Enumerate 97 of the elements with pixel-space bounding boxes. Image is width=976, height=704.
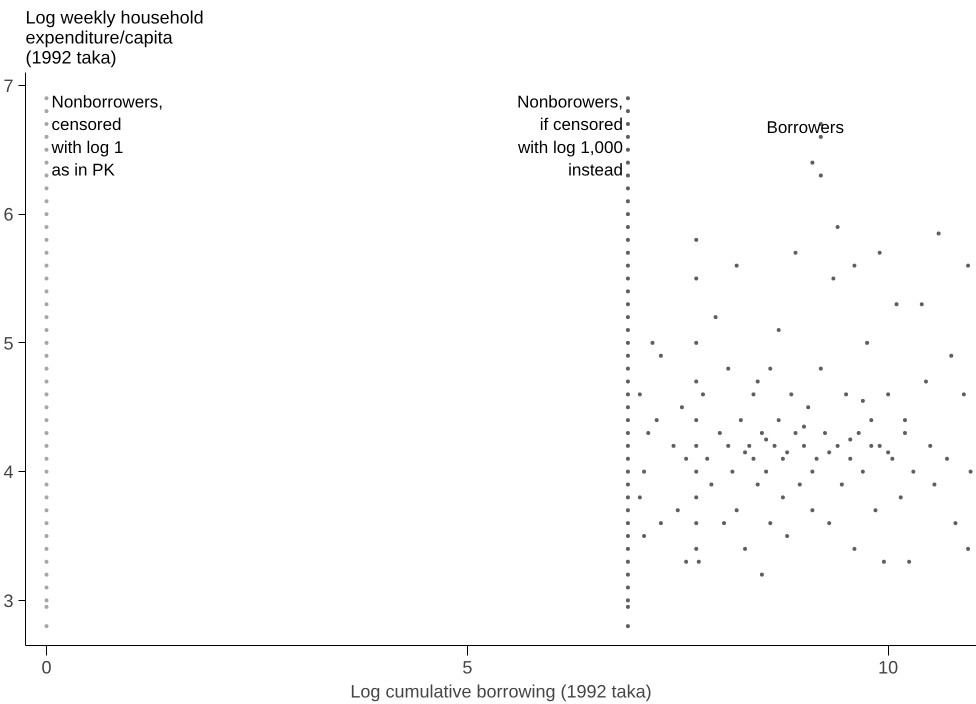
- point: [626, 174, 630, 178]
- point: [44, 199, 49, 204]
- point: [44, 109, 49, 114]
- point: [44, 354, 49, 358]
- point: [626, 212, 630, 216]
- point: [44, 302, 49, 306]
- point: [44, 160, 49, 165]
- point: [626, 380, 630, 384]
- x-tick-label: 10: [878, 658, 898, 678]
- point: [626, 186, 630, 190]
- point: [44, 521, 49, 526]
- point: [626, 340, 630, 345]
- point: [44, 418, 49, 422]
- point: [626, 418, 630, 422]
- point: [626, 444, 630, 448]
- point: [626, 546, 630, 551]
- point: [626, 456, 630, 461]
- annotation: Nonborrowers, censored with log 1 as in PK: [50, 92, 164, 180]
- point: [626, 315, 630, 320]
- point: [626, 250, 630, 255]
- point: [626, 109, 630, 114]
- point: [44, 315, 49, 320]
- point: [44, 604, 49, 609]
- point: [44, 431, 49, 436]
- point: [44, 122, 49, 126]
- point: [626, 392, 630, 396]
- y-axis-title: Log weekly household expenditure/capita (1992 taka): [26, 8, 204, 68]
- point: [626, 560, 630, 564]
- y-tick-label: 6: [3, 204, 14, 225]
- point: [44, 598, 49, 602]
- point: [44, 276, 49, 281]
- x-axis-title: Log cumulative borrowing (1992 taka): [350, 682, 652, 702]
- point: [44, 148, 49, 152]
- point: [44, 508, 49, 512]
- point: [626, 199, 630, 204]
- y-tick-label: 4: [3, 462, 14, 482]
- point: [44, 405, 49, 410]
- point: [44, 366, 49, 371]
- point: [626, 225, 630, 230]
- point: [44, 250, 49, 255]
- y-tick-label: 3: [3, 590, 14, 611]
- point: [626, 302, 630, 306]
- y-tick-label: 7: [3, 76, 14, 96]
- point: [44, 238, 49, 242]
- point: [626, 160, 630, 165]
- point: [626, 276, 630, 281]
- point: [44, 586, 49, 590]
- point: [44, 212, 49, 216]
- point: [626, 598, 630, 602]
- point: [626, 521, 630, 526]
- annotation: Borrowers: [766, 118, 844, 138]
- point: [626, 148, 630, 152]
- point: [626, 431, 630, 436]
- point: [44, 340, 49, 345]
- point: [44, 289, 49, 294]
- point: [626, 134, 630, 139]
- point: [626, 289, 630, 294]
- y-tick-label: 5: [3, 333, 14, 354]
- x-tick-label: 5: [462, 658, 472, 678]
- point: [626, 238, 630, 242]
- point: [44, 134, 49, 139]
- point: [44, 328, 49, 332]
- point: [44, 624, 49, 628]
- point: [44, 444, 49, 448]
- point: [626, 405, 630, 410]
- point: [44, 572, 49, 577]
- point: [44, 96, 49, 100]
- point: [44, 495, 49, 500]
- point: [44, 482, 49, 487]
- point: [44, 456, 49, 461]
- point: [626, 586, 630, 590]
- point: [44, 534, 49, 538]
- point: [44, 186, 49, 190]
- point: [44, 174, 49, 178]
- point: [626, 624, 630, 628]
- point: [626, 495, 630, 500]
- point: [626, 604, 630, 609]
- point: [626, 264, 630, 268]
- point: [626, 122, 630, 126]
- point: [626, 96, 630, 100]
- point: [44, 264, 49, 268]
- point: [626, 534, 630, 538]
- point: [626, 328, 630, 332]
- point: [626, 482, 630, 487]
- point: [626, 572, 630, 577]
- point: [626, 354, 630, 358]
- annotation: Nonborowers, if censored with log 1,000 instead: [517, 92, 623, 180]
- point: [626, 366, 630, 371]
- point: [626, 508, 630, 512]
- point: [44, 225, 49, 230]
- point: [44, 392, 49, 396]
- point: [44, 546, 49, 551]
- point: [626, 470, 630, 474]
- point: [44, 560, 49, 564]
- point: [44, 470, 49, 474]
- point: [44, 380, 49, 384]
- x-tick-label: 0: [42, 658, 52, 678]
